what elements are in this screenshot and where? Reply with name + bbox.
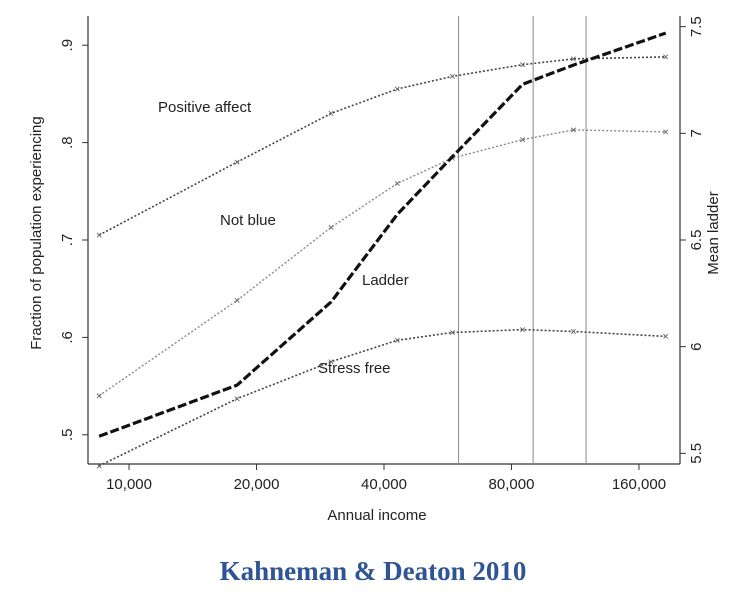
series-label-ladder: Ladder	[362, 272, 409, 289]
y-right-tick-label: 7	[688, 129, 705, 137]
data-point-positive-affect	[570, 56, 576, 62]
x-axis-label: Annual income	[327, 507, 426, 524]
series-line-positive-affect	[98, 56, 666, 236]
plot-frame	[87, 16, 681, 465]
data-point-stress-free	[328, 359, 334, 365]
data-point-not-blue	[96, 393, 102, 399]
ticks-layer: 10,000 20,000 40,000 80,000 160,000 .5 .6 .7 .8.…	[59, 16, 705, 493]
data-point-positive-affect	[96, 232, 102, 238]
data-point-stress-free	[96, 463, 102, 469]
data-point-not-blue	[234, 297, 240, 303]
y-left-tick-label: .7	[59, 234, 76, 247]
y-right-axis-label: Mean ladder	[705, 191, 722, 274]
data-point-not-blue	[520, 137, 526, 143]
y-right-tick-label: 6.5	[688, 230, 705, 251]
x-tick-label: 10,000	[106, 476, 152, 493]
series-label-positive-affect: Positive affect	[158, 99, 252, 116]
y-left-tick-label: .9	[59, 39, 76, 52]
data-point-positive-affect	[394, 86, 400, 92]
series-label-stress-free: Stress free	[318, 360, 391, 377]
reference-lines	[458, 16, 587, 464]
y-right-tick-label: 7.5	[688, 16, 705, 37]
data-point-positive-affect	[449, 73, 455, 79]
series-line-ladder	[98, 31, 667, 438]
series-line-not-blue	[98, 129, 666, 397]
data-point-positive-affect	[520, 62, 526, 68]
data-point-not-blue	[328, 224, 334, 230]
data-point-stress-free	[663, 333, 669, 339]
series-label-not-blue: Not blue	[220, 212, 276, 229]
x-tick-label: 160,000	[612, 476, 666, 493]
data-point-positive-affect	[328, 110, 334, 116]
data-point-stress-free	[520, 327, 526, 333]
x-tick-label: 80,000	[489, 476, 535, 493]
data-point-stress-free	[449, 330, 455, 336]
data-point-positive-affect	[234, 159, 240, 165]
y-left-tick-label: .8	[59, 136, 76, 149]
data-point-not-blue	[570, 127, 576, 133]
y-right-tick-label: 6	[688, 342, 705, 350]
y-left-axis-label: Fraction of population experiencing	[28, 116, 45, 349]
data-point-not-blue	[663, 129, 669, 135]
data-point-not-blue	[394, 180, 400, 187]
data-point-stress-free	[570, 329, 576, 335]
y-left-tick-label: .5	[59, 429, 76, 442]
x-tick-label: 20,000	[234, 476, 280, 493]
income-wellbeing-chart: 10,000 20,000 40,000 80,000 160,000 .5 .6 .7 .8.…	[28, 16, 722, 524]
x-tick-label: 40,000	[361, 476, 407, 493]
data-point-stress-free	[394, 337, 400, 343]
y-left-tick-label: .6	[59, 331, 76, 344]
y-right-tick-label: 5.5	[688, 443, 705, 464]
figure-caption: Kahneman & Deaton 2010	[219, 556, 527, 586]
series-line-stress-free	[98, 328, 666, 467]
data-point-positive-affect	[663, 54, 669, 60]
data-point-stress-free	[234, 396, 240, 402]
series-layer	[96, 31, 669, 469]
